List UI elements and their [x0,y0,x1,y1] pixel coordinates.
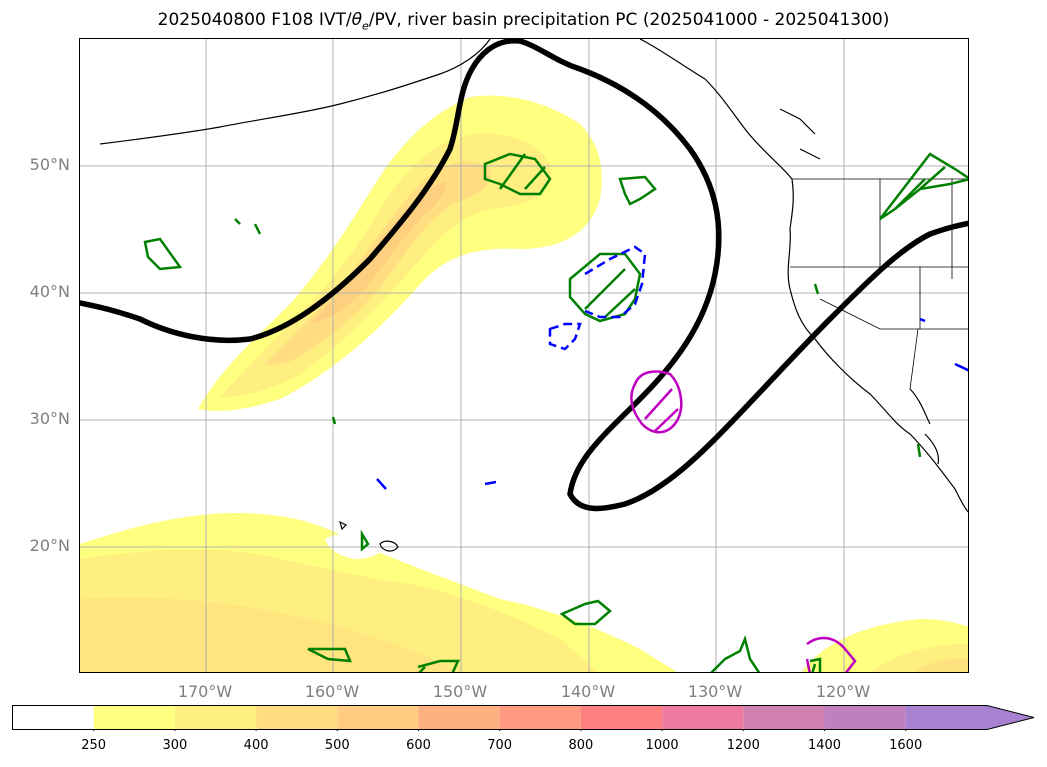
colorbar-cell [743,705,825,730]
colorbar-cell [256,705,338,730]
precip-contours-green [143,152,968,672]
colorbar-tick-label: 500 [324,738,350,753]
lon-label-130w: 130°W [687,682,743,701]
political-borders [790,178,968,390]
colorbar-tick-label: 800 [568,738,594,753]
title-theta: θe [351,10,369,33]
lat-label-50n: 50°N [29,155,70,174]
colorbar-tick-label: 1400 [807,738,842,753]
graticule [80,39,968,672]
pv-contour [80,39,968,512]
colorbar-cell [12,705,94,730]
title-suffix: /PV, river basin precipitation PC (20250… [368,10,890,30]
colorbar-cell [662,705,744,730]
colorbar-cell [905,705,1034,730]
ivt-fill-south [80,513,968,672]
colorbar-tick-label: 250 [81,738,107,753]
lon-label-160w: 160°W [304,682,360,701]
colorbar-tick-label: 600 [406,738,431,753]
colorbar-cell [174,705,257,730]
colorbar-cell [580,705,663,730]
colorbar-tick-label: 300 [162,738,188,753]
lon-label-170w: 170°W [177,682,233,701]
lon-label-120w: 120°W [815,682,871,701]
ivt-fill-plume [198,95,602,411]
lon-label-150w: 150°W [432,682,488,701]
colorbar-tick-label: 400 [243,738,269,753]
colorbar-tick-label: 1000 [645,738,679,753]
colorbar-cell [499,705,581,730]
lon-label-140w: 140°W [560,682,616,701]
coastlines [99,39,968,552]
colorbar [12,705,1035,731]
lat-label-30n: 30°N [29,409,70,428]
colorbar-tick-label: 700 [487,738,513,753]
map-panel [79,38,969,673]
precip-contours-magenta [630,370,857,672]
colorbar-cell [337,705,419,730]
title-prefix: 2025040800 F108 IVT/ [157,10,352,30]
colorbar-tick-label: 1200 [726,738,760,753]
colorbar-cells [12,705,1034,731]
colorbar-cell [93,705,175,730]
colorbar-tick-label: 1600 [889,738,923,753]
map-canvas [80,39,968,672]
lat-label-20n: 20°N [29,536,70,555]
map-title: 2025040800 F108 IVT/θe/PV, river basin p… [0,10,1047,32]
lat-label-40n: 40°N [29,282,70,301]
colorbar-cell [418,705,500,730]
precip-contours-blue [376,245,968,490]
colorbar-cell [824,705,906,730]
